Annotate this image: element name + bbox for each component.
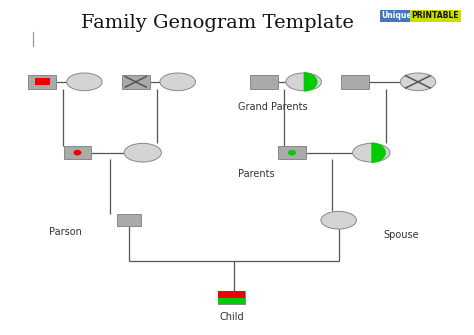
Circle shape	[73, 150, 82, 155]
Ellipse shape	[400, 73, 436, 91]
Text: Parson: Parson	[49, 227, 82, 237]
Text: Unique: Unique	[382, 11, 412, 20]
Bar	[122, 75, 150, 89]
Text: Grand Parents: Grand Parents	[238, 102, 308, 112]
Bar	[341, 75, 369, 89]
Text: Family Genogram Template: Family Genogram Template	[81, 13, 354, 31]
Text: Child: Child	[219, 313, 244, 322]
Bar	[218, 291, 245, 305]
Ellipse shape	[160, 73, 195, 91]
Text: PRINTABLE: PRINTABLE	[411, 11, 459, 20]
Bar	[117, 214, 141, 226]
Ellipse shape	[353, 143, 390, 162]
Bar	[28, 75, 56, 89]
Ellipse shape	[124, 143, 161, 162]
Bar	[64, 146, 91, 159]
Ellipse shape	[286, 73, 321, 91]
Wedge shape	[371, 142, 386, 163]
Bar	[279, 146, 306, 159]
Bar	[35, 78, 50, 85]
Text: Spouse: Spouse	[383, 230, 419, 240]
Bar	[218, 291, 245, 297]
Ellipse shape	[67, 73, 102, 91]
Circle shape	[288, 150, 296, 155]
Bar	[250, 75, 278, 89]
Text: Parents: Parents	[238, 169, 275, 179]
Bar	[218, 297, 245, 305]
Wedge shape	[304, 72, 318, 91]
Ellipse shape	[321, 211, 356, 229]
